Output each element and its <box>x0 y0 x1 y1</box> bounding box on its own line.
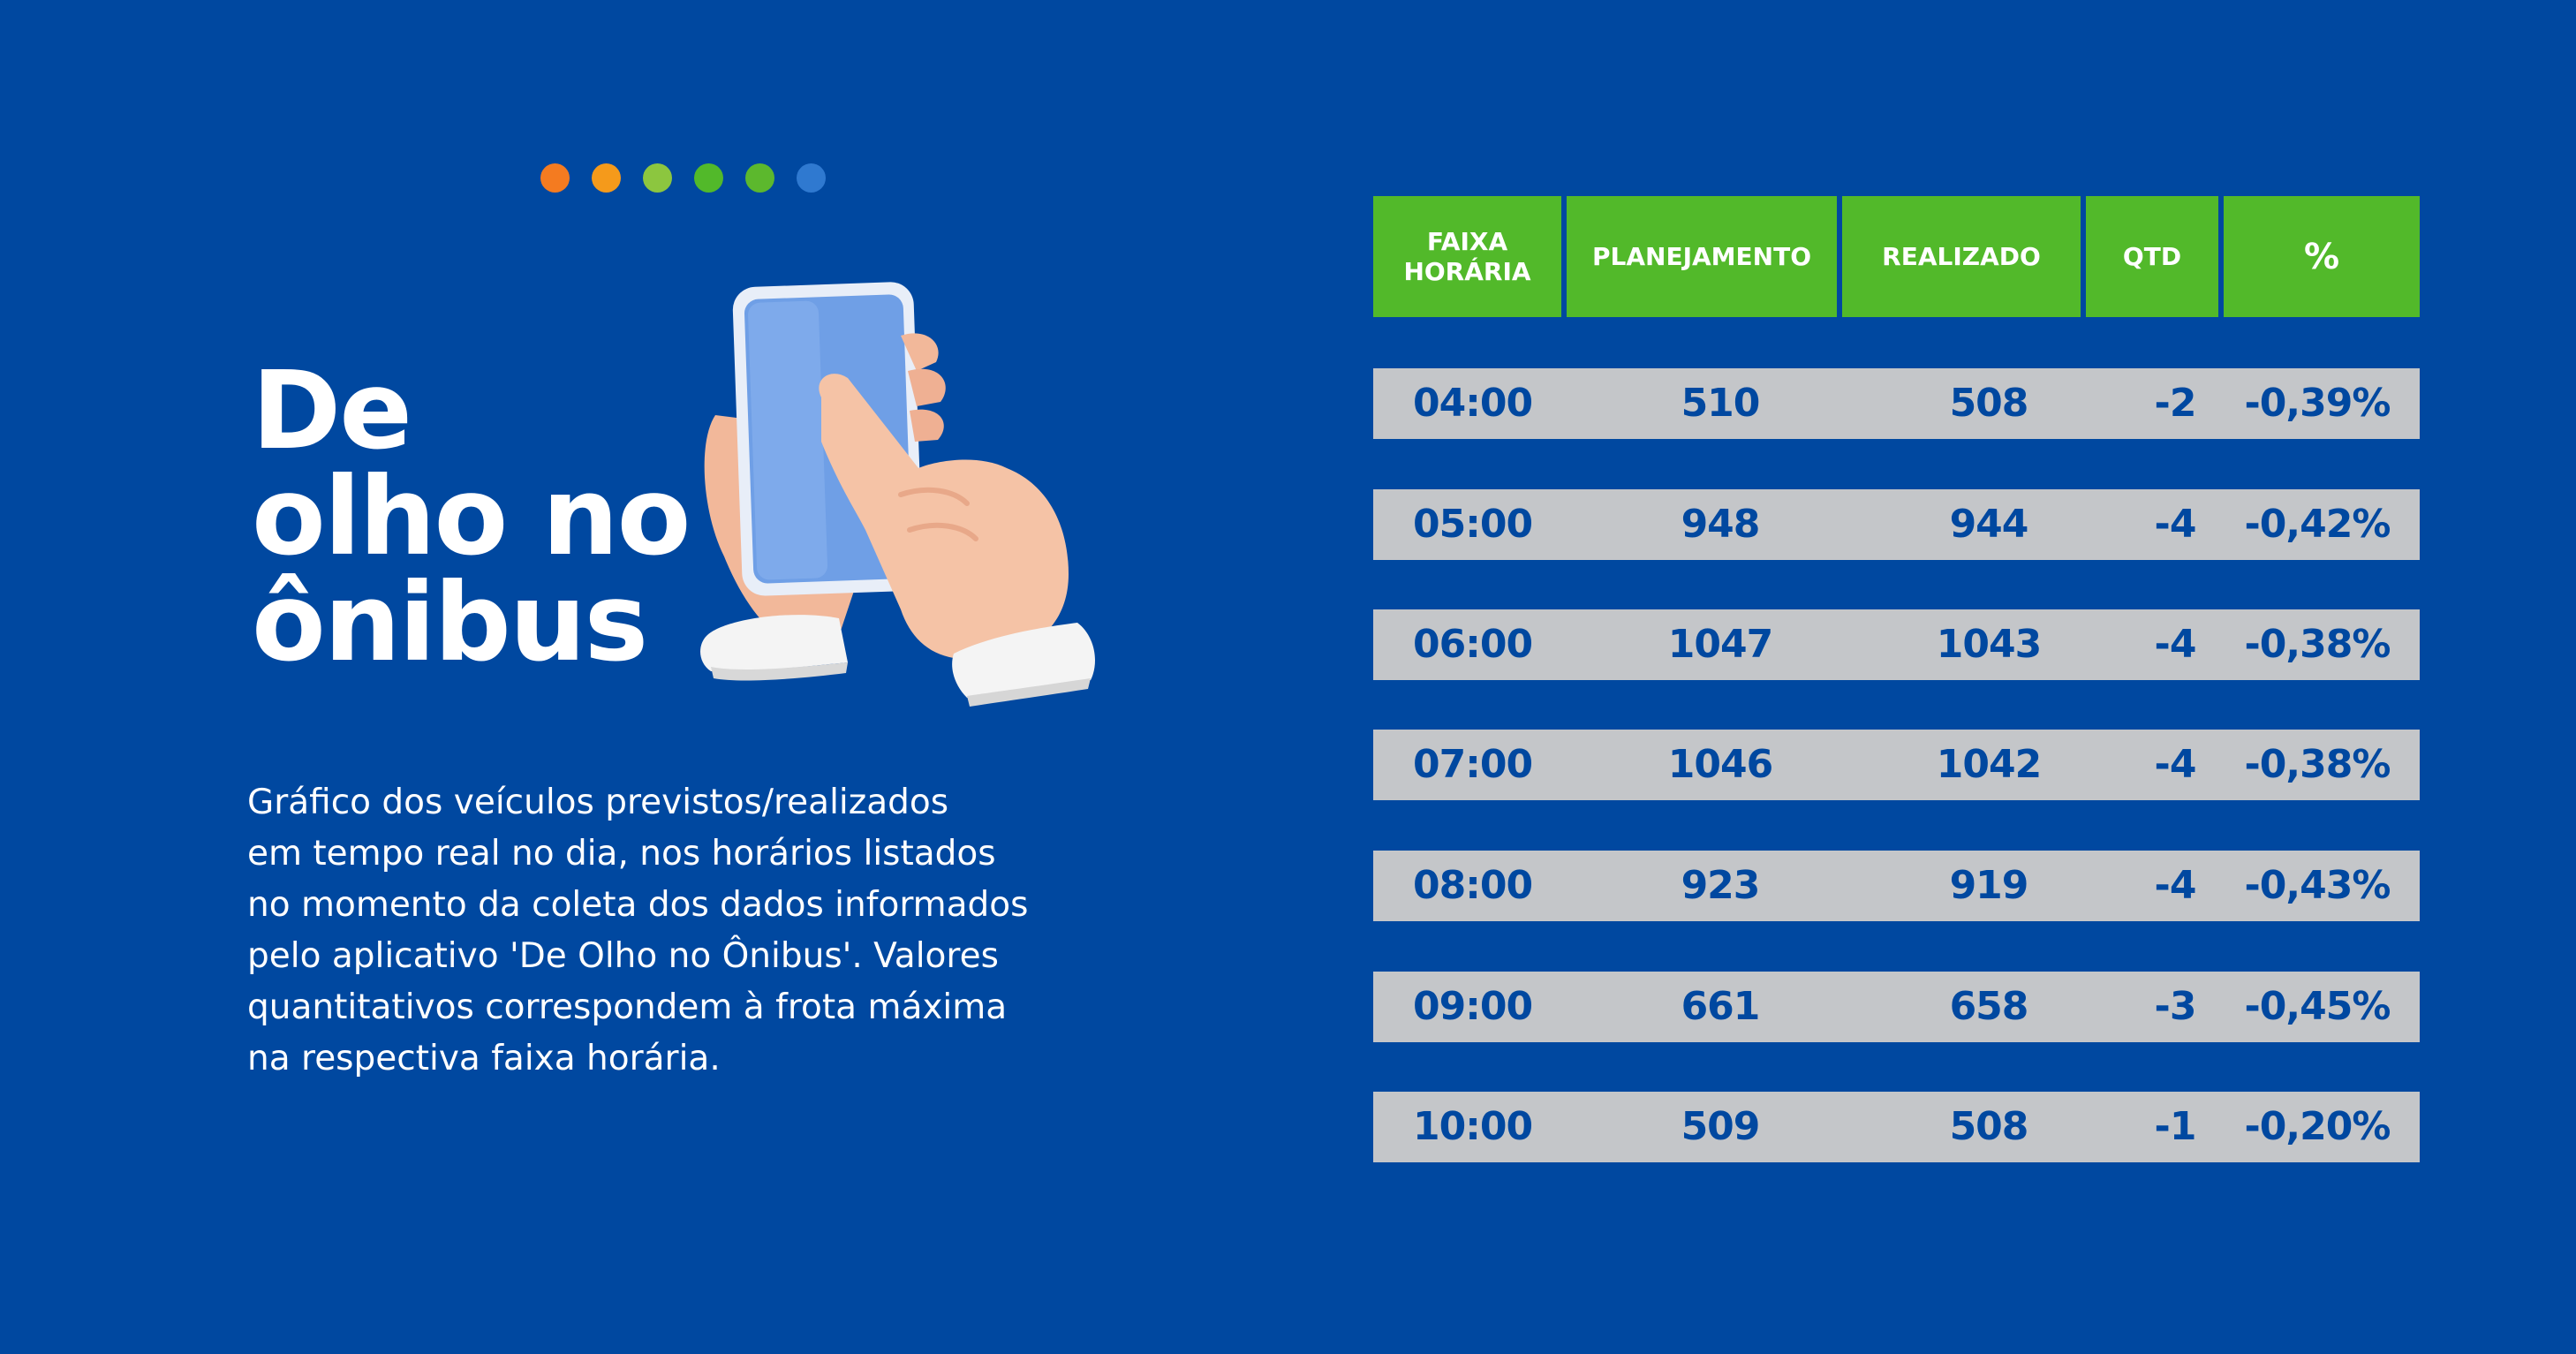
cell-time: 07:00 <box>1413 742 1533 787</box>
cell-pct: -0,38% <box>2244 742 2391 787</box>
decorative-dots <box>540 163 826 193</box>
fleet-table: FAIXA HORÁRIA PLANEJAMENTO REALIZADO QTD… <box>1373 196 2420 1162</box>
cell-real: 1042 <box>1936 742 2042 787</box>
cell-pct: -0,42% <box>2244 502 2391 547</box>
title-line-3: ônibus <box>252 560 648 685</box>
header-faixa-line-1: FAIXA <box>1426 226 1508 256</box>
cell-real: 508 <box>1949 1104 2029 1149</box>
cell-plan: 1046 <box>1667 742 1773 787</box>
cell-plan: 948 <box>1681 502 1761 547</box>
table-row: 09:00 661 658 -3 -0,45% <box>1373 972 2420 1042</box>
dot-amber <box>592 163 621 193</box>
cell-qtd: -4 <box>2154 742 2197 787</box>
cell-plan: 510 <box>1681 381 1761 426</box>
table-row: 05:00 948 944 -4 -0,42% <box>1373 489 2420 560</box>
cell-qtd: -3 <box>2154 984 2197 1029</box>
dot-green-2 <box>745 163 774 193</box>
header-faixa-horaria: FAIXA HORÁRIA <box>1373 196 1561 317</box>
cell-pct: -0,45% <box>2244 984 2391 1029</box>
cell-real: 508 <box>1949 381 2029 426</box>
cell-pct: -0,43% <box>2244 863 2391 908</box>
table-row: 04:00 510 508 -2 -0,39% <box>1373 368 2420 439</box>
cell-plan: 661 <box>1681 984 1761 1029</box>
table-row: 10:00 509 508 -1 -0,20% <box>1373 1092 2420 1162</box>
cell-real: 944 <box>1949 502 2029 547</box>
table-row: 06:00 1047 1043 -4 -0,38% <box>1373 609 2420 680</box>
cell-qtd: -4 <box>2154 502 2197 547</box>
cell-real: 919 <box>1949 863 2029 908</box>
dot-green <box>694 163 723 193</box>
cell-real: 1043 <box>1936 622 2042 667</box>
cell-time: 08:00 <box>1413 863 1533 908</box>
description-line-5: quantitativos correspondem à frota máxim… <box>247 987 1008 1027</box>
cell-qtd: -4 <box>2154 622 2197 667</box>
description: Gráfico dos veículos previstos/realizado… <box>247 777 1148 1085</box>
dot-orange <box>540 163 570 193</box>
table-row: 07:00 1046 1042 -4 -0,38% <box>1373 730 2420 800</box>
dot-blue <box>797 163 826 193</box>
cell-time: 10:00 <box>1413 1104 1533 1149</box>
cell-pct: -0,38% <box>2244 622 2391 667</box>
cell-time: 04:00 <box>1413 381 1533 426</box>
header-planejamento: PLANEJAMENTO <box>1567 196 1837 317</box>
header-qtd: QTD <box>2086 196 2218 317</box>
description-line-3: no momento da coleta dos dados informado… <box>247 885 1029 925</box>
cell-plan: 923 <box>1681 863 1761 908</box>
dot-lime <box>643 163 672 193</box>
cell-time: 06:00 <box>1413 622 1533 667</box>
title-line-1: De <box>252 348 412 473</box>
cell-plan: 509 <box>1681 1104 1761 1149</box>
description-line-1: Gráfico dos veículos previstos/realizado… <box>247 783 949 822</box>
cell-qtd: -1 <box>2154 1104 2197 1149</box>
header-faixa-line-2: HORÁRIA <box>1403 256 1531 286</box>
cell-real: 658 <box>1949 984 2029 1029</box>
cell-pct: -0,20% <box>2244 1104 2391 1149</box>
table-header: FAIXA HORÁRIA PLANEJAMENTO REALIZADO QTD… <box>1373 196 2420 317</box>
cell-qtd: -4 <box>2154 863 2197 908</box>
cell-time: 09:00 <box>1413 984 1533 1029</box>
cell-plan: 1047 <box>1667 622 1773 667</box>
header-realizado: REALIZADO <box>1842 196 2081 317</box>
description-line-6: na respectiva faixa horária. <box>247 1039 721 1078</box>
page-title: De olho no ônibus <box>252 348 691 685</box>
header-pct: % <box>2224 196 2420 317</box>
table-row: 08:00 923 919 -4 -0,43% <box>1373 851 2420 921</box>
cell-qtd: -2 <box>2154 381 2197 426</box>
cell-pct: -0,39% <box>2244 381 2391 426</box>
title-line-2: olho no <box>252 454 691 579</box>
description-line-2: em tempo real no dia, nos horários lista… <box>247 834 996 874</box>
hand-tapping-smartphone-icon <box>700 282 1095 707</box>
description-line-4: pelo aplicativo 'De Olho no Ônibus'. Val… <box>247 936 999 976</box>
cell-time: 05:00 <box>1413 502 1533 547</box>
